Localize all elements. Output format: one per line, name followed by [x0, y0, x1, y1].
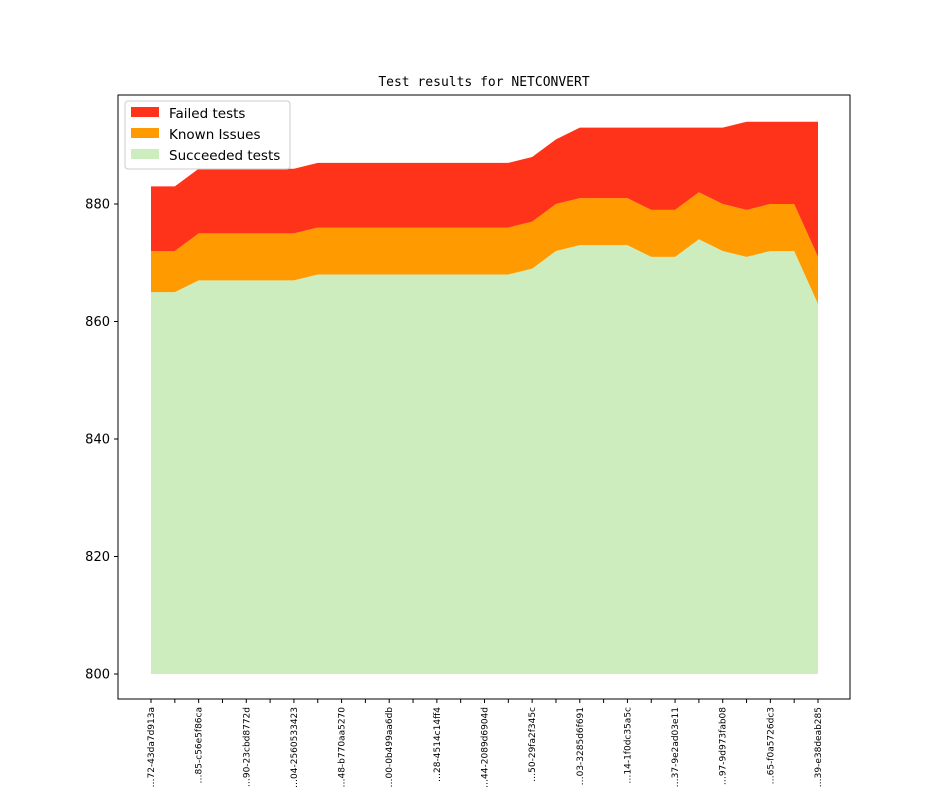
area-known-issues — [151, 192, 818, 304]
y-tick-label: 880 — [85, 198, 110, 213]
legend-label-failed: Failed tests — [169, 106, 245, 122]
legend-swatch-failed — [131, 107, 159, 117]
x-tick-label: …65-f0a5726dc3 — [766, 707, 776, 784]
legend: Failed tests Known Issues Succeeded test… — [124, 100, 291, 170]
legend-label-known: Known Issues — [169, 127, 261, 143]
x-tick-label: …97-9d973fab08 — [719, 707, 729, 785]
x-tick-label: …72-43da7d913a — [147, 707, 157, 787]
x-tick-label: …14-1f0dc35a5c — [623, 707, 633, 784]
area-succeeded-tests — [151, 239, 818, 674]
legend-swatch-known — [131, 128, 159, 138]
y-tick-label: 840 — [85, 433, 110, 448]
x-tick-label: …90-23cbd8772d — [242, 707, 252, 787]
y-tick-label: 800 — [85, 668, 110, 683]
x-tick-label: …48-b770aa5270 — [338, 707, 348, 787]
x-tick-label: …37-9e2ad03e11 — [671, 707, 681, 787]
legend-swatch-succeeded — [131, 149, 159, 159]
y-tick-label: 820 — [85, 550, 110, 565]
x-tick-label: …44-2089d6904d — [481, 707, 491, 787]
x-tick-label: …28-4514c14ff4 — [433, 707, 443, 782]
legend-box — [124, 100, 291, 170]
y-tick-label: 860 — [85, 315, 110, 330]
x-tick-label: …04-2560533423 — [290, 707, 300, 787]
x-tick-label: …50-29fa2f345c — [528, 707, 538, 782]
x-tick-label: …39-e38deab285 — [814, 707, 824, 787]
chart-title: Test results for NETCONVERT — [378, 75, 589, 90]
stacked-areas — [151, 121, 818, 674]
area-failed-tests — [151, 121, 818, 257]
x-tick-label: …03-3285d6f691 — [576, 707, 586, 785]
x-tick-label: …85-c56e5f86ca — [195, 707, 205, 783]
legend-label-succeeded: Succeeded tests — [169, 148, 280, 164]
x-axis: …72-43da7d913a …85-c56e5f86ca …90-23cbd877… — [147, 699, 824, 787]
y-axis: 800 820 840 860 880 — [85, 198, 118, 683]
x-tick-label: …00-0b499aa6db — [385, 707, 395, 787]
